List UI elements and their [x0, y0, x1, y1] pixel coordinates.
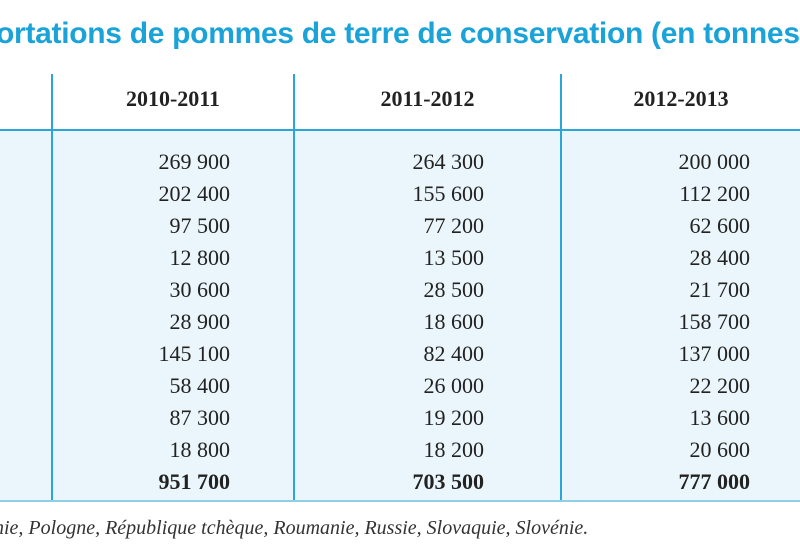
- table-cell: 18 800: [169, 437, 231, 462]
- column-divider-2: [560, 74, 562, 500]
- table-cell: 13 500: [423, 245, 485, 270]
- header-divider: [0, 129, 800, 131]
- table-cell: 30 600: [169, 277, 231, 302]
- total-cell: 951 700: [158, 469, 231, 494]
- table-cell: 264 300: [412, 149, 485, 174]
- table-cell: 28 900: [169, 309, 231, 334]
- table-cell: 28 400: [689, 245, 751, 270]
- total-cell: 777 000: [678, 469, 751, 494]
- total-cell: 703 500: [412, 469, 485, 494]
- table-cell: 20 600: [689, 437, 751, 462]
- table-cell: 58 400: [169, 373, 231, 398]
- table-cell: 145 100: [158, 341, 231, 366]
- table-cell: 21 700: [689, 277, 751, 302]
- table-cell: 155 600: [412, 181, 485, 206]
- table-cell: 202 400: [158, 181, 231, 206]
- table-cell: 87 300: [169, 405, 231, 430]
- table-cell: 200 000: [678, 149, 751, 174]
- footnote: nie, Pologne, République tchèque, Rouman…: [0, 517, 589, 539]
- table-cell: 26 000: [423, 373, 485, 398]
- table-body-background: [0, 74, 800, 500]
- table-header-band: [0, 74, 800, 130]
- column-header-2010-2011: 2010-2011: [125, 86, 221, 111]
- table-cell: 137 000: [678, 341, 751, 366]
- column-header-2011-2012: 2011-2012: [380, 86, 475, 111]
- column-header-2012-2013: 2012-2013: [633, 86, 729, 111]
- table-cell: 22 200: [689, 373, 751, 398]
- table-cell: 158 700: [678, 309, 751, 334]
- table-cell: 18 200: [423, 437, 485, 462]
- table-bottom-line: [0, 500, 800, 502]
- table-cell: 112 200: [679, 181, 750, 206]
- table-cell: 269 900: [158, 149, 231, 174]
- table-cell: 62 600: [689, 213, 751, 238]
- table-cell: 13 600: [689, 405, 751, 430]
- table-cell: 12 800: [169, 245, 231, 270]
- table-title: portations de pommes de terre de conserv…: [0, 17, 800, 50]
- column-divider-1: [293, 74, 295, 500]
- table-cell: 19 200: [423, 405, 485, 430]
- table-cell: 82 400: [423, 341, 485, 366]
- column-divider-left: [51, 74, 53, 500]
- table-cell: 97 500: [169, 213, 231, 238]
- table-cell: 18 600: [423, 309, 485, 334]
- table-cell: 28 500: [423, 277, 485, 302]
- table-cell: 77 200: [423, 213, 485, 238]
